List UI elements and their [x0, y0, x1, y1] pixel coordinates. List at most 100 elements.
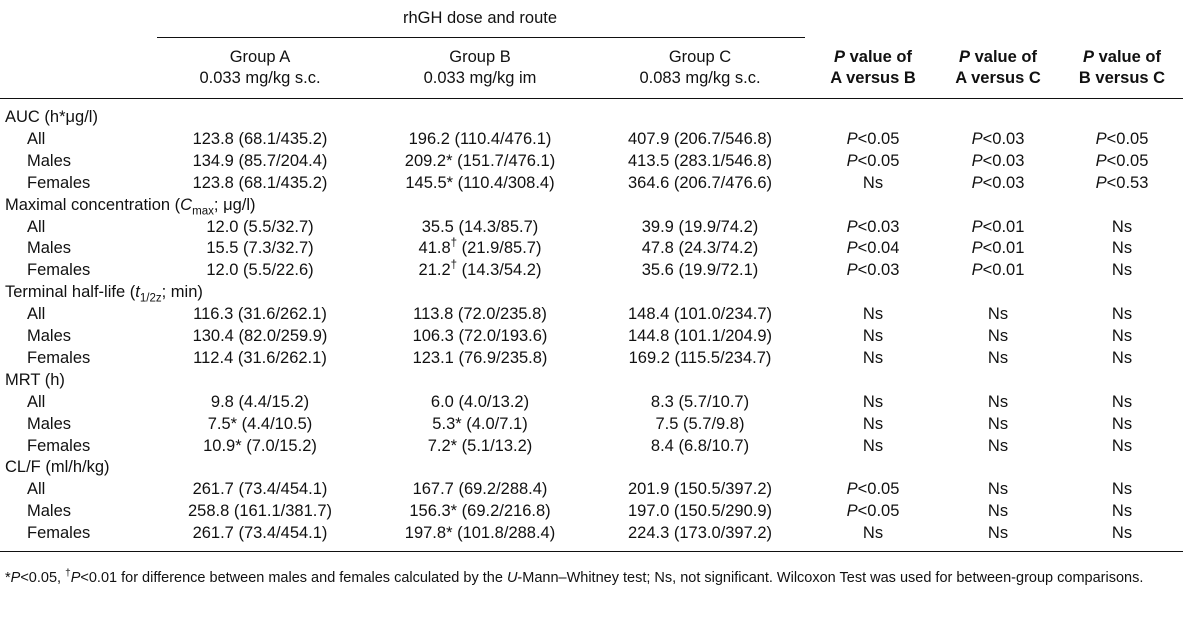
- section-label: CL/F (ml/h/kg): [5, 458, 110, 477]
- cell: 7.2* (5.1/13.2): [427, 436, 533, 455]
- cell: P<0.03: [846, 217, 900, 236]
- cell: Ns: [1111, 392, 1133, 411]
- cell: Ns: [862, 414, 884, 433]
- cell: 41.8† (21.9/85.7): [418, 237, 542, 258]
- footnote: *P<0.05, †P<0.01 for difference between …: [5, 568, 1144, 586]
- cell: 123.8 (68.1/435.2): [192, 129, 328, 148]
- cell: 123.8 (68.1/435.2): [192, 173, 328, 192]
- cell: Ns: [862, 524, 884, 543]
- cell: 21.2† (14.3/54.2): [418, 259, 542, 280]
- section-label: AUC (h*μg/l): [5, 108, 98, 126]
- cell: P<0.53: [1095, 173, 1149, 192]
- cell: Ns: [1111, 348, 1133, 367]
- cell: P<0.03: [971, 173, 1025, 192]
- cell: 116.3 (31.6/262.1): [193, 305, 327, 324]
- column-header: A versus C: [955, 69, 1041, 87]
- cell: 12.0 (5.5/32.7): [206, 217, 314, 236]
- cell: 156.3* (69.2/216.8): [409, 502, 551, 521]
- cell: 106.3 (72.0/193.6): [412, 327, 548, 345]
- cell: P<0.03: [971, 129, 1025, 148]
- cell: 35.5 (14.3/85.7): [421, 217, 539, 236]
- cell: Ns: [862, 436, 884, 455]
- column-header: 0.033 mg/kg im: [423, 69, 537, 87]
- cell: 197.0 (150.5/290.9): [627, 502, 773, 521]
- cell: 134.9 (85.7/204.4): [192, 151, 328, 170]
- cell: Ns: [862, 173, 884, 192]
- cell: P<0.01: [971, 261, 1025, 280]
- cell: Ns: [987, 414, 1009, 433]
- row-label: Females: [27, 436, 91, 455]
- cell: 123.1 (76.9/235.8): [412, 348, 548, 367]
- cell: Ns: [987, 348, 1009, 367]
- cell: Ns: [987, 436, 1009, 455]
- cell: Ns: [1111, 436, 1133, 455]
- column-header: P value of: [959, 48, 1037, 66]
- cell: 35.6 (19.9/72.1): [641, 261, 759, 280]
- section-label: MRT (h): [5, 370, 65, 389]
- cell: Ns: [1111, 480, 1133, 499]
- cell: P<0.01: [971, 217, 1025, 236]
- cell: Ns: [1111, 217, 1133, 236]
- row-label: Females: [27, 524, 91, 543]
- cell: 15.5 (7.3/32.7): [206, 239, 314, 258]
- row-label: Females: [27, 261, 91, 280]
- column-header: Group B: [449, 48, 511, 66]
- cell: Ns: [862, 348, 884, 367]
- row-label: Males: [27, 502, 72, 521]
- cell: 413.5 (283.1/546.8): [627, 151, 773, 170]
- cell: P<0.03: [971, 151, 1025, 170]
- section-label: Terminal half-life (t1/2z; min): [5, 283, 203, 305]
- cell: 112.4 (31.6/262.1): [193, 348, 327, 367]
- cell: 47.8 (24.3/74.2): [641, 239, 759, 258]
- cell: 9.8 (4.4/15.2): [210, 392, 310, 411]
- cell: 209.2* (151.7/476.1): [404, 151, 556, 170]
- bottom-rule: [0, 551, 1183, 552]
- cell: 407.9 (206.7/546.8): [627, 129, 773, 148]
- column-header: Group C: [668, 48, 732, 66]
- row-label: Females: [27, 348, 91, 367]
- cell: Ns: [1111, 327, 1133, 345]
- cell: 261.7 (73.4/454.1): [192, 480, 328, 499]
- cell: P<0.04: [846, 239, 900, 258]
- cell: 258.8 (161.1/381.7): [187, 502, 333, 521]
- cell: Ns: [1111, 502, 1133, 521]
- row-label: All: [27, 480, 46, 499]
- cell: Ns: [1111, 305, 1133, 324]
- cell: Ns: [862, 305, 884, 324]
- column-header: Group A: [229, 48, 291, 66]
- cell: Ns: [1111, 261, 1133, 280]
- cell: 145.5* (110.4/308.4): [405, 173, 555, 192]
- group-title: rhGH dose and route: [402, 9, 558, 27]
- cell: 196.2 (110.4/476.1): [408, 129, 552, 148]
- cell: 8.3 (5.7/10.7): [650, 392, 750, 411]
- cell: 6.0 (4.0/13.2): [430, 392, 530, 411]
- cell: 197.8* (101.8/288.4): [404, 524, 556, 543]
- cell: Ns: [862, 327, 884, 345]
- cell: 224.3 (173.0/397.2): [627, 524, 773, 543]
- cell: P<0.03: [846, 261, 900, 280]
- cell: Ns: [1111, 524, 1133, 543]
- cell: 7.5 (5.7/9.8): [655, 414, 745, 433]
- cell: Ns: [987, 502, 1009, 521]
- row-label: All: [27, 217, 46, 236]
- row-label: Females: [27, 173, 91, 192]
- cell: 167.7 (69.2/288.4): [412, 480, 548, 499]
- cell: P<0.05: [846, 151, 900, 170]
- column-header: A versus B: [830, 69, 916, 87]
- cell: 7.5* (4.4/10.5): [207, 414, 313, 433]
- section-label: Maximal concentration (Cmax; μg/l): [5, 195, 256, 217]
- cell: Ns: [987, 327, 1009, 345]
- cell: 130.4 (82.0/259.9): [192, 327, 328, 345]
- cell: 5.3* (4.0/7.1): [432, 414, 528, 433]
- row-label: Males: [27, 414, 72, 433]
- cell: P<0.05: [1095, 151, 1149, 170]
- cell: 113.8 (72.0/235.8): [413, 305, 547, 324]
- cell: Ns: [1111, 239, 1133, 258]
- row-label: All: [27, 392, 46, 411]
- column-header: P value of: [834, 48, 912, 66]
- cell: Ns: [987, 524, 1009, 543]
- cell: P<0.05: [1095, 129, 1149, 148]
- cell: 148.4 (101.0/234.7): [627, 305, 773, 324]
- header-rule: [0, 98, 1183, 99]
